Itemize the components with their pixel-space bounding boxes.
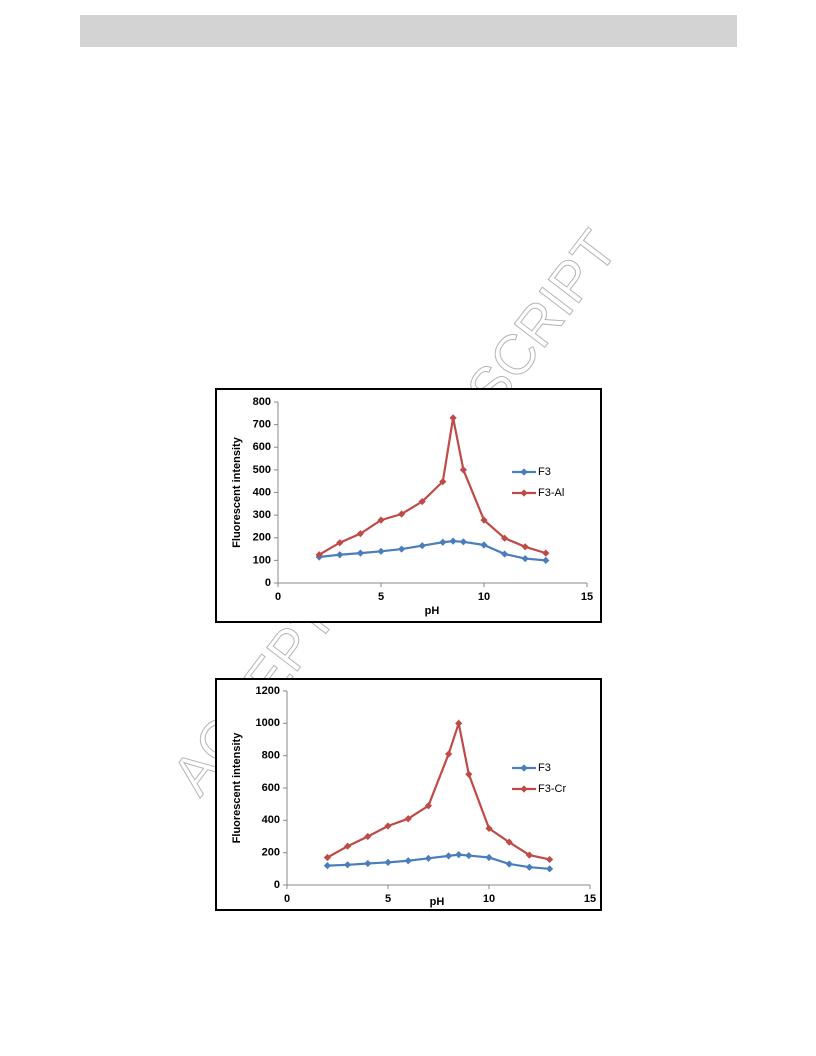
legend-label: F3 — [538, 762, 551, 774]
x-tick-label: 0 — [275, 591, 281, 603]
chart-frame — [215, 678, 602, 911]
data-point — [546, 855, 554, 864]
data-point — [439, 538, 447, 546]
data-point — [344, 861, 352, 869]
data-point — [315, 551, 323, 559]
data-point — [485, 853, 493, 862]
legend-label: F3-Cr — [538, 783, 566, 795]
x-tick-label: 0 — [284, 893, 290, 905]
y-tick-label: 800 — [253, 396, 271, 408]
x-tick-label: 10 — [483, 893, 495, 905]
y-tick-label: 1200 — [256, 685, 280, 697]
data-point — [356, 530, 364, 538]
legend-marker — [520, 468, 528, 476]
data-point — [449, 537, 457, 545]
y-tick-label: 100 — [253, 554, 271, 566]
data-point — [404, 857, 412, 865]
y-tick-label: 300 — [253, 509, 271, 521]
data-point — [501, 550, 509, 558]
y-tick-label: 200 — [262, 847, 280, 859]
data-point — [445, 750, 453, 758]
legend-label: F3 — [538, 466, 551, 478]
data-point — [455, 719, 463, 727]
data-point — [336, 551, 344, 559]
data-point — [323, 862, 331, 870]
data-point — [398, 545, 406, 553]
data-point — [377, 547, 385, 555]
y-tick-label: 0 — [265, 577, 271, 589]
data-point — [344, 842, 352, 850]
y-tick-label: 1000 — [256, 717, 280, 729]
data-point — [323, 853, 331, 862]
data-point — [501, 534, 509, 542]
data-point — [356, 549, 364, 557]
data-point — [542, 549, 550, 557]
legend-marker — [520, 489, 528, 497]
data-point — [336, 539, 344, 547]
y-axis-label: Fluorescent intensity — [231, 732, 243, 844]
y-tick-label: 200 — [253, 532, 271, 544]
data-point — [418, 542, 426, 550]
x-axis-label: pH — [425, 605, 440, 617]
legend-label: F3-Al — [538, 487, 564, 499]
data-point — [384, 822, 392, 830]
x-tick-label: 5 — [385, 893, 391, 905]
data-point — [404, 815, 412, 823]
data-point — [377, 516, 385, 524]
data-point — [424, 802, 432, 810]
data-point — [525, 863, 533, 871]
header-bar — [80, 15, 737, 47]
data-point — [418, 497, 426, 506]
y-tick-label: 600 — [262, 782, 280, 794]
y-tick-label: 0 — [274, 879, 280, 891]
data-point — [542, 556, 550, 564]
x-tick-label: 15 — [581, 591, 593, 603]
data-point — [521, 554, 529, 563]
legend-marker — [520, 764, 528, 772]
data-point — [546, 865, 554, 873]
data-point — [449, 414, 457, 422]
data-point — [521, 543, 529, 551]
x-tick-label: 10 — [478, 591, 490, 603]
y-tick-label: 800 — [262, 750, 280, 762]
data-point — [505, 838, 513, 846]
data-point — [439, 478, 447, 486]
data-point — [455, 851, 463, 859]
data-point — [398, 510, 406, 518]
y-axis-label: Fluorescent intensity — [231, 436, 243, 548]
data-point — [480, 541, 488, 549]
y-tick-label: 600 — [253, 441, 271, 453]
data-point — [459, 466, 467, 474]
data-point — [364, 859, 372, 868]
data-point — [485, 824, 493, 833]
legend-marker — [520, 785, 528, 793]
data-point — [424, 854, 432, 862]
y-tick-label: 700 — [253, 419, 271, 431]
y-tick-label: 500 — [253, 464, 271, 476]
chart-frame — [215, 388, 602, 623]
data-point — [505, 860, 513, 868]
data-point — [445, 852, 453, 860]
data-point — [465, 851, 473, 860]
x-tick-label: 5 — [378, 591, 384, 603]
data-point — [459, 538, 467, 546]
data-point — [384, 858, 392, 866]
data-point — [525, 851, 533, 859]
x-tick-label: 15 — [584, 893, 596, 905]
data-point — [480, 516, 488, 524]
data-point — [364, 832, 372, 841]
y-tick-label: 400 — [253, 486, 271, 498]
x-axis-label: pH — [430, 896, 445, 908]
data-point — [465, 770, 473, 778]
y-tick-label: 400 — [262, 814, 280, 826]
